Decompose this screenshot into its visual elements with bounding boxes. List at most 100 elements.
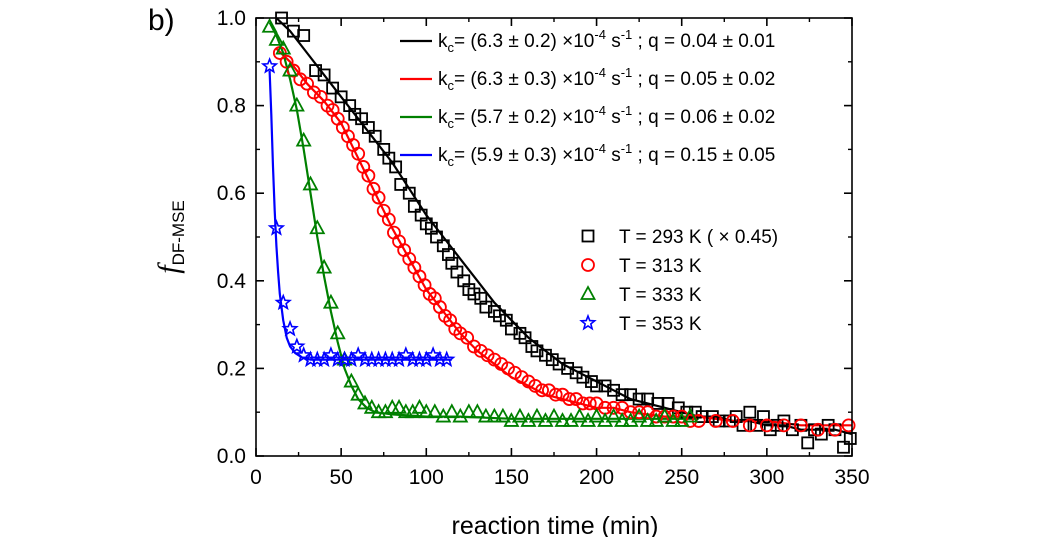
legend-marker-blue xyxy=(579,313,597,331)
data-point-red xyxy=(467,339,481,354)
data-point-green xyxy=(316,258,333,274)
data-point-black xyxy=(389,160,403,174)
data-point-green xyxy=(302,175,319,191)
data-point-black xyxy=(407,199,421,213)
data-point-black xyxy=(518,331,532,345)
data-point-red xyxy=(306,85,321,100)
data-point-black xyxy=(361,121,375,134)
data-point-red xyxy=(742,418,757,433)
legend-marker-black xyxy=(581,229,595,243)
data-point-red xyxy=(759,418,774,433)
data-point-black xyxy=(552,357,566,371)
axis-ticks: 0 50 100 150 200 250 300 350 0.0 0.2 0.4 0.6 0.8 1.0 xyxy=(217,7,870,489)
data-point-red xyxy=(313,89,328,104)
data-point-black xyxy=(561,361,575,375)
data-point-blue xyxy=(315,350,333,368)
y-tick-label: 0.2 xyxy=(217,357,246,380)
panel-label: b) xyxy=(148,4,175,37)
data-point-red xyxy=(623,405,638,420)
fit-legend-label: kc= (6.3 ± 0.3) ×10-4 s-1 ; q = 0.05 ± 0… xyxy=(438,65,775,93)
data-point-red xyxy=(521,374,536,389)
legend-label-blue: T = 353 K xyxy=(619,314,702,335)
data-point-black xyxy=(382,151,396,165)
data-point-blue xyxy=(417,350,436,368)
data-point-black xyxy=(479,300,493,314)
data-point-green xyxy=(356,394,373,410)
data-point-red xyxy=(632,405,647,420)
data-point-red xyxy=(528,379,543,393)
data-point-red xyxy=(776,418,791,433)
data-point-red xyxy=(381,212,396,227)
data-point-black xyxy=(539,348,552,362)
data-point-red xyxy=(293,72,308,87)
data-point-green xyxy=(309,219,326,235)
data-point-black xyxy=(843,432,857,445)
data-point-red xyxy=(460,330,475,345)
data-point-red xyxy=(606,400,621,415)
data-point-black xyxy=(348,107,362,121)
data-point-black xyxy=(317,68,331,82)
data-point-green xyxy=(605,407,622,423)
data-point-black xyxy=(729,410,743,423)
data-point-green xyxy=(511,407,528,423)
data-point-green xyxy=(477,407,494,423)
data-point-green xyxy=(411,398,428,414)
fit-legend: kc= (6.3 ± 0.2) ×10-4 s-1 ; q = 0.04 ± 0… xyxy=(400,27,775,169)
data-point-black xyxy=(530,344,544,358)
data-point-green xyxy=(656,407,673,423)
data-point-red xyxy=(841,418,856,433)
legend-marker-red xyxy=(581,258,595,272)
data-point-red xyxy=(674,409,689,424)
data-point-black xyxy=(590,379,603,393)
data-point-black xyxy=(430,230,443,244)
x-tick-label: 100 xyxy=(409,466,444,489)
data-point-black xyxy=(624,388,638,402)
data-point-red xyxy=(576,396,590,411)
data-point-green xyxy=(363,398,380,414)
data-point-green xyxy=(665,412,682,427)
data-point-red xyxy=(562,392,577,406)
data-point-red xyxy=(649,409,664,424)
data-point-black xyxy=(763,423,777,437)
x-tick-label: 250 xyxy=(664,466,699,489)
data-point-green xyxy=(631,407,648,423)
data-point-green xyxy=(528,407,545,423)
data-point-black xyxy=(355,112,368,126)
data-point-red xyxy=(828,422,842,437)
fit-curve-green xyxy=(268,21,699,420)
data-point-black xyxy=(297,29,311,42)
data-point-black xyxy=(750,418,764,432)
data-point-black xyxy=(615,388,629,402)
data-point-black xyxy=(326,81,340,95)
data-point-green xyxy=(322,293,339,309)
y-tick-label: 0.8 xyxy=(217,95,246,118)
data-point-green xyxy=(350,385,367,401)
data-point-red xyxy=(541,383,556,398)
data-point-red xyxy=(640,405,655,420)
data-point-blue xyxy=(342,350,361,368)
data-point-black xyxy=(569,366,583,380)
data-point-black xyxy=(837,440,850,454)
data-point-blue xyxy=(437,350,456,368)
data-point-red xyxy=(535,383,549,398)
data-point-red xyxy=(666,409,681,424)
data-point-black xyxy=(632,392,646,406)
data-point-black xyxy=(598,379,612,393)
data-point-blue xyxy=(260,56,279,74)
data-point-black xyxy=(309,64,323,77)
data-point-blue xyxy=(288,337,306,354)
legend-marker-green xyxy=(579,285,597,300)
data-point-black xyxy=(607,383,620,397)
data-point-blue xyxy=(281,319,299,337)
data-point-red xyxy=(300,76,314,91)
data-point-green xyxy=(288,96,305,112)
x-tick-label: 50 xyxy=(329,466,352,489)
data-point-green xyxy=(486,407,503,423)
data-point-black xyxy=(705,410,719,423)
data-point-green xyxy=(404,403,421,419)
x-tick-label: 200 xyxy=(579,466,614,489)
x-tick-label: 150 xyxy=(494,466,529,489)
svg-text:fDF-MSE: fDF-MSE xyxy=(152,200,188,274)
legend-label-black: T = 293 K ( × 0.45) xyxy=(619,227,778,248)
data-point-red xyxy=(501,361,515,376)
